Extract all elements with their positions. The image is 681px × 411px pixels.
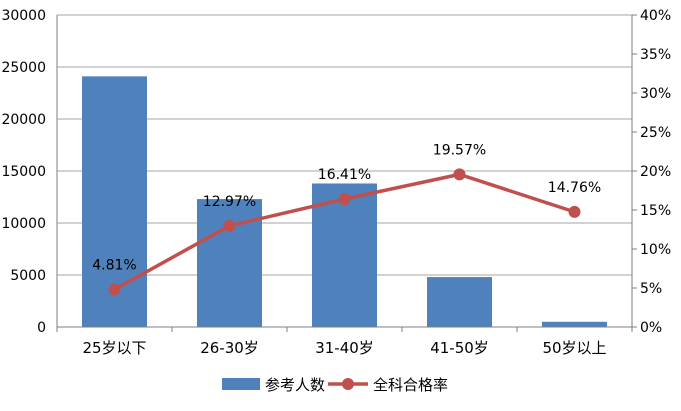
left-tick-label: 15000 [1, 164, 46, 180]
line-point [108, 283, 121, 296]
legend-label-line: 全科合格率 [373, 376, 448, 394]
line-point [223, 219, 236, 232]
category-label: 31-40岁 [315, 339, 374, 357]
data-label: 14.76% [548, 180, 601, 196]
line-point [568, 205, 581, 218]
legend-label-bar: 参考人数 [265, 376, 325, 394]
right-tick-label: 20% [640, 164, 671, 180]
right-tick-label: 5% [640, 281, 662, 297]
data-label: 4.81% [92, 257, 136, 273]
line-series [108, 168, 581, 296]
right-tick-label: 40% [640, 8, 671, 24]
data-label: 12.97% [203, 194, 256, 210]
bar [312, 183, 377, 327]
category-label: 41-50岁 [430, 339, 489, 357]
category-label: 26-30岁 [200, 339, 259, 357]
data-label: 19.57% [433, 142, 486, 158]
left-tick-label: 10000 [1, 216, 46, 232]
data-label: 16.41% [318, 167, 371, 183]
right-tick-label: 35% [640, 47, 671, 63]
right-tick-label: 30% [640, 86, 671, 102]
left-tick-label: 0 [37, 320, 46, 336]
legend-swatch-bar [222, 378, 260, 390]
data-labels: 4.81% 12.97% 16.41% 19.57% 14.76% [92, 142, 601, 273]
bar [427, 277, 492, 327]
left-tick-label: 5000 [10, 268, 46, 284]
line-point [338, 193, 351, 206]
right-tick-label: 25% [640, 125, 671, 141]
left-tick-label: 20000 [1, 112, 46, 128]
right-tick-label: 0% [640, 320, 662, 336]
left-tick-label: 25000 [1, 60, 46, 76]
category-label: 25岁以下 [82, 339, 146, 357]
bar [542, 321, 607, 327]
category-label: 50岁以上 [542, 339, 606, 357]
line-point [453, 168, 466, 181]
left-tick-label: 30000 [1, 8, 46, 24]
right-tick-label: 15% [640, 203, 671, 219]
legend-marker-line [342, 378, 354, 390]
bar [197, 199, 262, 327]
right-tick-label: 10% [640, 242, 671, 258]
legend: 参考人数 全科合格率 [222, 376, 448, 394]
axes: 0 5000 10000 15000 20000 25000 30000 0% 5% 10% 15%… [1, 8, 671, 357]
